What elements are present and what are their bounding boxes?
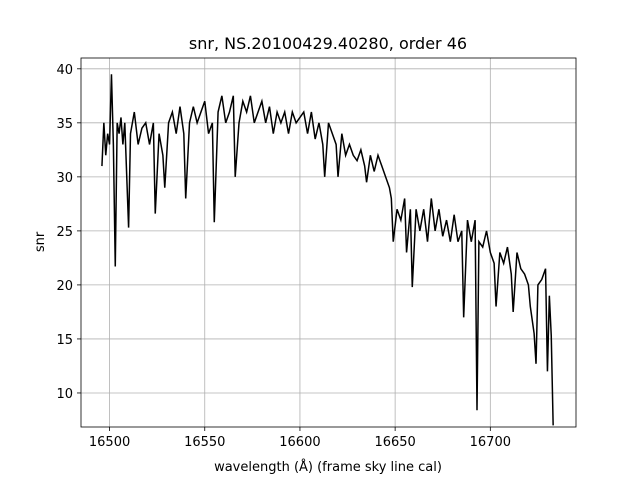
- y-tick-label: 40: [56, 63, 73, 78]
- y-tick-label: 35: [56, 117, 73, 132]
- y-tick-label: 10: [56, 387, 73, 402]
- x-tick-label: 16600: [279, 435, 320, 450]
- x-tick-label: 16500: [89, 435, 130, 450]
- x-tick-label: 16650: [374, 435, 415, 450]
- y-tick-label: 15: [56, 333, 73, 348]
- data-line: [101, 74, 554, 426]
- chart-title: snr, NS.20100429.40280, order 46: [189, 34, 467, 53]
- x-axis-label: wavelength (Å) (frame sky line cal): [214, 459, 442, 475]
- y-tick-label: 25: [56, 225, 73, 240]
- x-tick-label: 16550: [184, 435, 225, 450]
- y-tick-label: 20: [56, 279, 73, 294]
- axes-frame: [80, 57, 577, 428]
- plot-area: 16500 16550 16600 16650 16700 10 15 20 25 30 35 40: [56, 58, 576, 450]
- x-tick-label: 16700: [470, 435, 511, 450]
- y-tick-label: 30: [56, 171, 73, 186]
- y-axis-label: snr: [33, 231, 48, 252]
